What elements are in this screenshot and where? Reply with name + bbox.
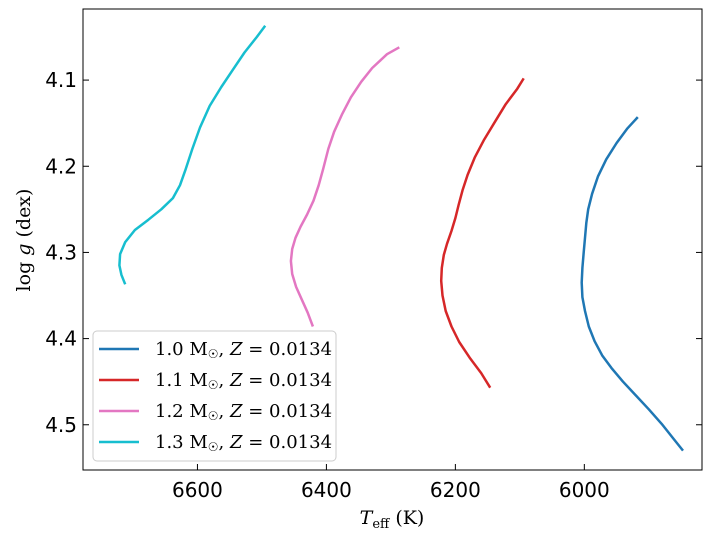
x-axis-label-symbol: T bbox=[360, 507, 374, 529]
series-line-2 bbox=[439, 77, 525, 389]
y-tick-label: 4.4 bbox=[45, 327, 77, 351]
legend: 1.0 M☉, Z = 0.0134 1.1 M☉, Z = 0.0134 1.2 … bbox=[92, 330, 337, 462]
y-axis-label-unit: (dex) bbox=[13, 189, 35, 244]
legend-label-1: 1.0 M☉, Z = 0.0134 bbox=[155, 339, 332, 361]
x-tick-label: 6000 bbox=[559, 478, 610, 502]
plot-frame bbox=[82, 8, 703, 471]
y-axis-label-symbol: g bbox=[13, 244, 35, 256]
series-line-1 bbox=[580, 116, 684, 452]
y-axis-label-prefix: log bbox=[13, 256, 35, 292]
y-tick-label: 4.5 bbox=[45, 413, 77, 437]
y-tick-label: 4.1 bbox=[45, 68, 77, 92]
series-line-4 bbox=[118, 25, 267, 285]
legend-label-4: 1.3 M☉, Z = 0.0134 bbox=[155, 432, 332, 454]
y-axis-label: log g (dex) bbox=[13, 189, 35, 292]
x-tick-label: 6600 bbox=[172, 478, 223, 502]
legend-box bbox=[92, 330, 337, 462]
legend-items: 1.0 M☉, Z = 0.0134 1.1 M☉, Z = 0.0134 1.2 … bbox=[99, 339, 332, 454]
x-tick-label: 6400 bbox=[301, 478, 352, 502]
series-line-3 bbox=[289, 46, 400, 327]
y-axis: 4.1 4.2 4.3 4.4 4.5 bbox=[45, 68, 702, 437]
x-axis-label-subscript: eff bbox=[372, 517, 391, 532]
y-tick-label: 4.2 bbox=[45, 154, 77, 178]
y-tick-label: 4.3 bbox=[45, 240, 77, 264]
x-tick-label: 6200 bbox=[430, 478, 481, 502]
series-lines bbox=[118, 25, 684, 452]
legend-label-3: 1.2 M☉, Z = 0.0134 bbox=[155, 401, 332, 423]
legend-label-2: 1.1 M☉, Z = 0.0134 bbox=[155, 370, 332, 392]
x-axis: 6600 6400 6200 6000 bbox=[172, 464, 610, 502]
x-axis-label-unit: (K) bbox=[389, 507, 424, 529]
x-axis-label: Teff (K) bbox=[360, 507, 425, 532]
